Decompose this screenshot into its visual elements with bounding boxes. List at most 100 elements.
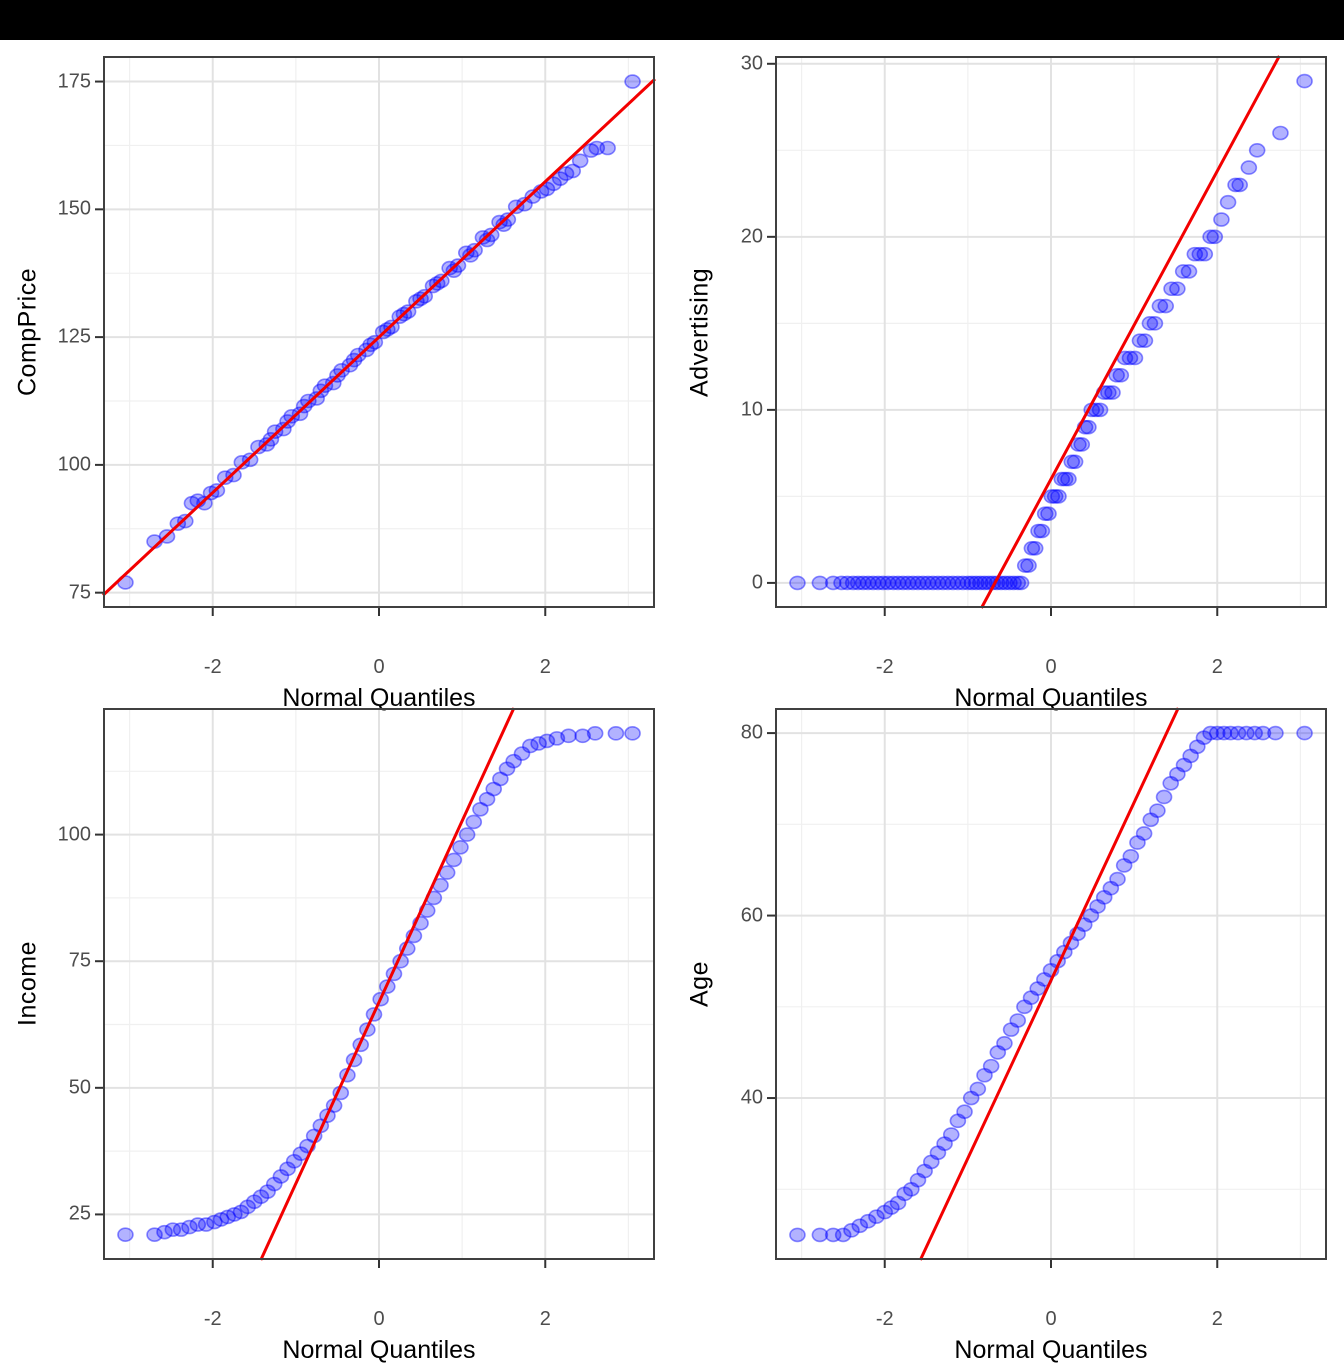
data-point [1063, 454, 1081, 470]
plot-panel-advertising [767, 55, 1327, 616]
data-point [1080, 419, 1097, 435]
data-point [849, 575, 867, 591]
data-point [956, 1104, 973, 1120]
data-point [1115, 858, 1133, 873]
data-point [1186, 246, 1204, 262]
x-tick-label: -2 [875, 1308, 894, 1330]
panel-border [775, 56, 1327, 608]
data-point [1162, 775, 1180, 791]
data-point [272, 1169, 290, 1184]
data-point [982, 1058, 1000, 1074]
data-point [1016, 999, 1033, 1015]
data-point [1005, 575, 1022, 591]
data-point [285, 1153, 303, 1169]
data-point [844, 575, 862, 591]
data-point [1126, 350, 1144, 366]
data-point [1073, 437, 1091, 452]
data-point [996, 575, 1014, 591]
data-point [1142, 812, 1160, 828]
qq-age-canvas [767, 707, 1327, 1268]
data-point [903, 1181, 920, 1197]
data-point [949, 575, 967, 591]
data-point [189, 1217, 207, 1232]
data-point [894, 575, 912, 591]
data-point [1029, 981, 1046, 996]
data-point [949, 1113, 967, 1129]
data-point [1102, 880, 1120, 896]
data-point [874, 575, 892, 591]
data-point [564, 163, 581, 179]
data-point [1238, 725, 1255, 741]
data-point [1009, 575, 1027, 591]
data-point [976, 1067, 993, 1083]
data-point [324, 375, 342, 391]
y-tick-label: 25 [68, 1202, 91, 1225]
plot-panel-age [767, 707, 1327, 1268]
y-tick-label: 10 [740, 398, 763, 421]
x-tick-label: 0 [373, 1308, 385, 1330]
data-point [824, 575, 842, 591]
qq-advertising-canvas [767, 55, 1327, 616]
data-point [250, 439, 267, 455]
data-point [1053, 471, 1071, 487]
data-point [485, 781, 503, 797]
data-point [1196, 246, 1214, 262]
plot-panel-income [95, 707, 655, 1268]
panel-border [103, 56, 655, 608]
data-point [478, 232, 496, 248]
plot-panel-compprice [95, 56, 657, 616]
data-point [1136, 333, 1154, 348]
data-point [1066, 454, 1084, 470]
data-point [482, 227, 500, 243]
data-point [181, 1219, 198, 1235]
y-axis-title-income: Income [13, 941, 42, 1027]
x-axis-title: Normal Quantiles [954, 684, 1148, 712]
y-tick-label: 150 [57, 197, 91, 220]
data-point [146, 1227, 163, 1242]
data-point [252, 1189, 270, 1204]
data-point [954, 575, 972, 591]
data-point [1129, 835, 1146, 850]
data-point [883, 1200, 900, 1215]
data-point [1174, 264, 1192, 279]
data-point [1016, 558, 1034, 573]
data-point [516, 196, 533, 212]
data-point [811, 1227, 829, 1243]
data-point [1213, 212, 1230, 227]
data-point [1135, 826, 1153, 841]
data-point [789, 1227, 806, 1243]
data-point [916, 1163, 933, 1179]
data-point [557, 166, 575, 181]
x-tick-label: 0 [373, 656, 385, 678]
data-point [279, 1161, 296, 1177]
data-point [1109, 871, 1126, 887]
data-point [445, 852, 463, 868]
data-point [283, 409, 301, 424]
data-point [859, 1213, 877, 1229]
data-point [939, 575, 957, 591]
qq-income-canvas [95, 707, 655, 1268]
data-point [929, 575, 947, 591]
data-point [524, 189, 542, 204]
tick-marks [767, 62, 1219, 616]
data-point [522, 738, 539, 754]
data-point [1146, 316, 1164, 331]
x-tick-label: 0 [1045, 1308, 1057, 1330]
data-point [859, 575, 877, 591]
data-point [1104, 385, 1121, 400]
gridlines [103, 708, 655, 1260]
data-point [1219, 194, 1237, 210]
data-point [1296, 73, 1313, 89]
data-point [996, 1036, 1013, 1051]
data-point [206, 1214, 223, 1230]
data-point [1169, 766, 1186, 782]
data-point [896, 1186, 913, 1202]
data-point [1100, 385, 1117, 400]
data-point [117, 1227, 134, 1242]
data-point [1131, 333, 1149, 348]
y-tick-label: 125 [57, 325, 91, 348]
data-point [1009, 1013, 1027, 1028]
x-tick-label: 2 [1211, 656, 1223, 678]
data-point [1036, 506, 1054, 521]
panel-border [775, 708, 1327, 1260]
